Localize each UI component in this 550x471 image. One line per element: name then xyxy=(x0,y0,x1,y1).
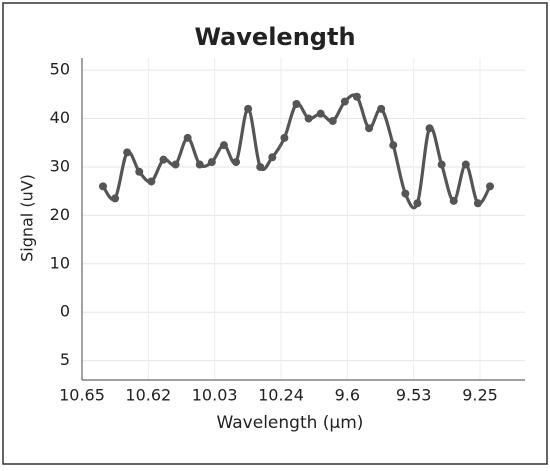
point xyxy=(304,114,313,123)
x-tick-label: 9.53 xyxy=(396,386,432,405)
point xyxy=(316,109,325,118)
point xyxy=(352,92,361,101)
y-tick-label: 40 xyxy=(50,108,70,127)
y-tick-label: 10 xyxy=(50,253,70,272)
point xyxy=(449,196,458,205)
point xyxy=(123,148,132,157)
y-tick-label: 0 xyxy=(60,302,70,321)
point xyxy=(425,124,434,133)
point xyxy=(147,177,156,186)
point xyxy=(232,158,241,167)
point xyxy=(268,153,277,162)
point xyxy=(340,97,349,106)
x-tick-label: 10.24 xyxy=(258,386,304,405)
chart-title: Wavelength xyxy=(194,23,355,51)
point xyxy=(486,182,494,191)
point xyxy=(159,155,168,164)
point xyxy=(401,189,410,198)
point xyxy=(256,162,265,171)
x-tick-label: 10.03 xyxy=(192,386,238,405)
point xyxy=(328,116,337,125)
point xyxy=(219,141,228,150)
point xyxy=(365,124,374,133)
point xyxy=(389,141,398,150)
y-tick-label: 5 xyxy=(60,350,70,369)
point xyxy=(244,104,253,113)
y-tick-label: 20 xyxy=(50,205,70,224)
y-tick-label: 50 xyxy=(50,60,70,79)
y-axis-label: Signal (uV) xyxy=(18,174,37,262)
point xyxy=(461,160,470,169)
point xyxy=(207,158,216,167)
point xyxy=(292,100,301,108)
point xyxy=(377,104,386,113)
x-tick-label: 10.62 xyxy=(125,386,171,405)
x-tick-label: 9.25 xyxy=(462,386,498,405)
point xyxy=(111,194,120,203)
frame xyxy=(2,2,548,465)
y-tick-label: 30 xyxy=(50,156,70,175)
point xyxy=(135,167,144,176)
point xyxy=(280,133,289,142)
x-tick-label: 9.6 xyxy=(335,386,360,405)
x-axis-label: Wavelength (μm) xyxy=(217,413,364,433)
point xyxy=(171,160,180,169)
x-tick-label: 10.65 xyxy=(59,386,105,405)
point xyxy=(195,160,204,169)
point xyxy=(437,160,446,169)
point xyxy=(99,182,107,191)
point xyxy=(413,199,422,208)
point xyxy=(473,199,482,208)
point xyxy=(183,133,192,142)
